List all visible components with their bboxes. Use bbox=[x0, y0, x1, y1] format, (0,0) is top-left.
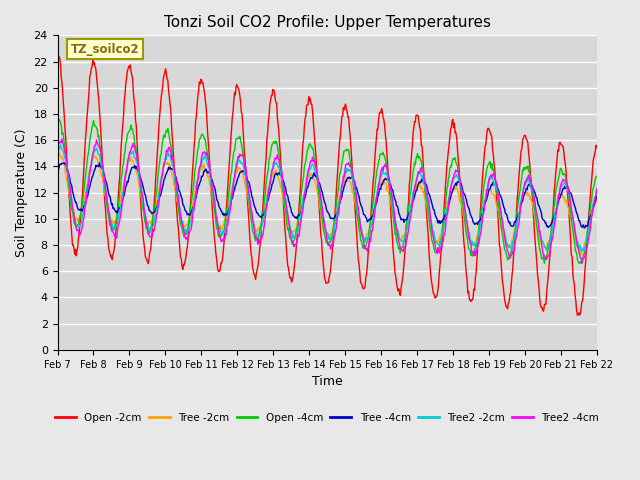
Legend: Open -2cm, Tree -2cm, Open -4cm, Tree -4cm, Tree2 -2cm, Tree2 -4cm: Open -2cm, Tree -2cm, Open -4cm, Tree -4… bbox=[51, 408, 604, 427]
Tree -4cm bbox=[394, 204, 401, 209]
Tree2 -4cm bbox=[54, 144, 61, 150]
Line: Open -2cm: Open -2cm bbox=[58, 51, 597, 315]
Tree -2cm bbox=[64, 179, 72, 185]
Tree2 -2cm bbox=[394, 228, 401, 233]
Tree2 -2cm bbox=[120, 187, 127, 192]
Tree2 -2cm bbox=[54, 150, 61, 156]
Tree -2cm bbox=[120, 183, 127, 189]
Tree -4cm bbox=[64, 169, 72, 175]
Open -4cm bbox=[577, 261, 585, 266]
Open -2cm bbox=[393, 280, 401, 286]
Open -2cm bbox=[63, 165, 71, 170]
Tree2 -4cm bbox=[203, 150, 211, 156]
Open -2cm bbox=[54, 48, 61, 54]
Tree2 -4cm bbox=[120, 192, 127, 197]
X-axis label: Time: Time bbox=[312, 375, 342, 388]
Open -2cm bbox=[202, 103, 210, 109]
Tree2 -2cm bbox=[64, 173, 72, 179]
Tree -2cm bbox=[54, 153, 61, 158]
Open -2cm bbox=[573, 312, 581, 318]
Tree -4cm bbox=[593, 193, 601, 199]
Tree -4cm bbox=[54, 169, 61, 175]
Open -2cm bbox=[593, 145, 601, 151]
Tree2 -4cm bbox=[593, 186, 601, 192]
Tree2 -2cm bbox=[175, 194, 182, 200]
Open -2cm bbox=[173, 219, 181, 225]
Open -4cm bbox=[54, 119, 61, 124]
Tree -4cm bbox=[175, 183, 182, 189]
Tree -4cm bbox=[60, 160, 68, 166]
Tree -4cm bbox=[580, 225, 588, 231]
Y-axis label: Soil Temperature (C): Soil Temperature (C) bbox=[15, 128, 28, 257]
Tree -2cm bbox=[577, 252, 585, 258]
Tree2 -2cm bbox=[580, 248, 588, 254]
Tree2 -4cm bbox=[394, 231, 401, 237]
Line: Tree2 -4cm: Tree2 -4cm bbox=[58, 139, 597, 263]
Open -2cm bbox=[408, 143, 416, 149]
Tree -4cm bbox=[409, 198, 417, 204]
Tree2 -4cm bbox=[578, 260, 586, 266]
Open -4cm bbox=[55, 117, 63, 122]
Tree -2cm bbox=[394, 231, 401, 237]
Open -4cm bbox=[64, 174, 72, 180]
Open -4cm bbox=[203, 147, 211, 153]
Tree -2cm bbox=[175, 205, 182, 211]
Line: Open -4cm: Open -4cm bbox=[58, 120, 597, 264]
Tree -2cm bbox=[55, 150, 63, 156]
Tree2 -4cm bbox=[64, 170, 72, 176]
Line: Tree -2cm: Tree -2cm bbox=[58, 153, 597, 255]
Open -2cm bbox=[119, 122, 127, 128]
Open -4cm bbox=[409, 168, 417, 174]
Open -4cm bbox=[120, 161, 127, 167]
Open -4cm bbox=[593, 173, 601, 179]
Tree2 -4cm bbox=[409, 198, 417, 204]
Tree -2cm bbox=[593, 195, 601, 201]
Title: Tonzi Soil CO2 Profile: Upper Temperatures: Tonzi Soil CO2 Profile: Upper Temperatur… bbox=[164, 15, 491, 30]
Open -4cm bbox=[175, 204, 182, 210]
Tree2 -2cm bbox=[203, 160, 211, 166]
Tree -2cm bbox=[409, 192, 417, 197]
Tree2 -2cm bbox=[409, 190, 417, 196]
Tree2 -4cm bbox=[175, 192, 182, 198]
Tree2 -2cm bbox=[57, 142, 65, 148]
Tree -4cm bbox=[203, 168, 211, 174]
Text: TZ_soilco2: TZ_soilco2 bbox=[71, 43, 140, 56]
Tree2 -2cm bbox=[593, 185, 601, 191]
Tree2 -4cm bbox=[58, 136, 66, 142]
Tree -2cm bbox=[203, 170, 211, 176]
Tree -4cm bbox=[120, 194, 127, 200]
Line: Tree -4cm: Tree -4cm bbox=[58, 163, 597, 228]
Open -4cm bbox=[394, 240, 401, 246]
Line: Tree2 -2cm: Tree2 -2cm bbox=[58, 145, 597, 251]
